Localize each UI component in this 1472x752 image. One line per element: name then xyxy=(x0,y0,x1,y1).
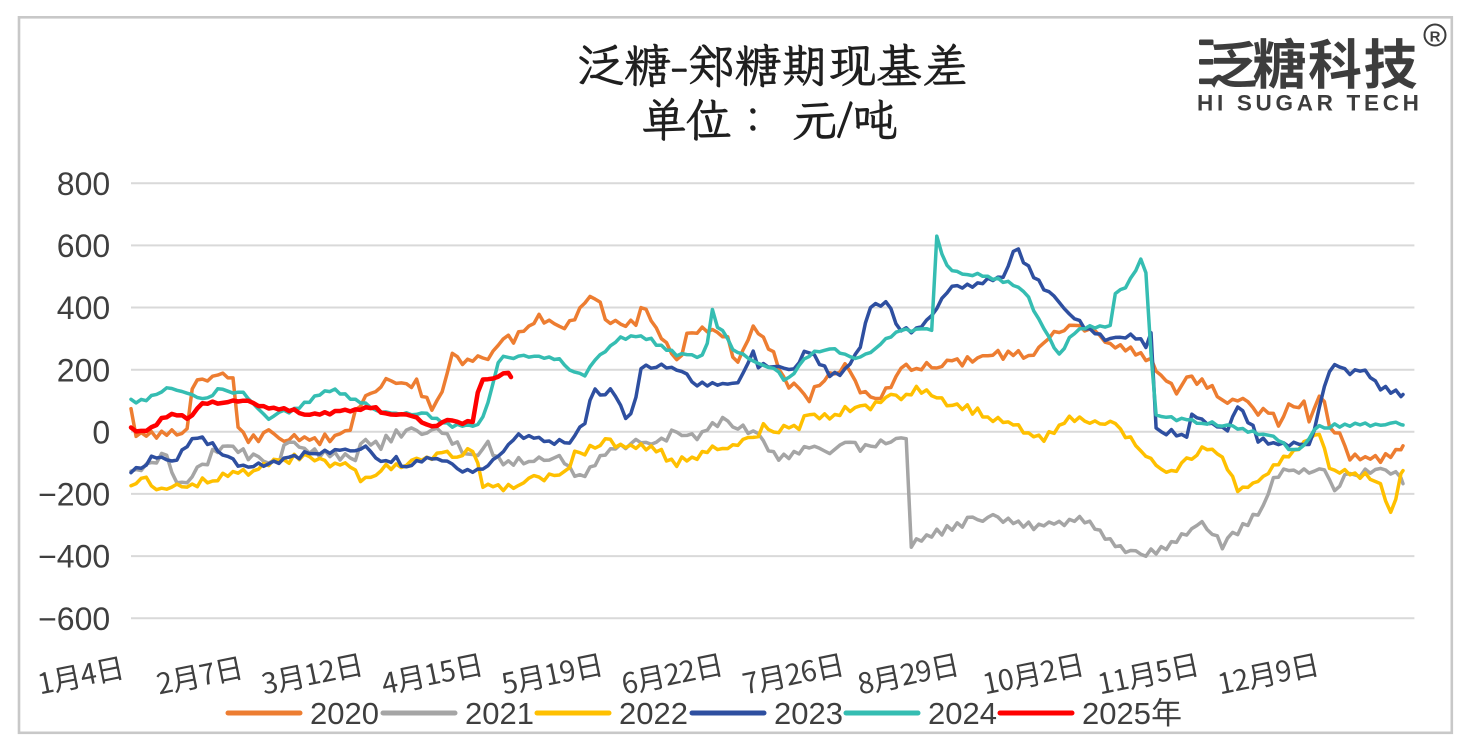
svg-text:2020: 2020 xyxy=(310,696,379,731)
svg-text:HI SUGAR TECH: HI SUGAR TECH xyxy=(1197,91,1423,116)
svg-text:200: 200 xyxy=(57,352,110,388)
svg-text:2024: 2024 xyxy=(928,696,997,731)
svg-text:−200: −200 xyxy=(38,477,110,513)
svg-text:2023: 2023 xyxy=(774,696,843,731)
svg-text:0: 0 xyxy=(92,414,110,450)
svg-text:600: 600 xyxy=(57,228,110,264)
svg-text:400: 400 xyxy=(57,290,110,326)
svg-text:2022: 2022 xyxy=(619,696,688,731)
svg-text:2021: 2021 xyxy=(465,696,534,731)
svg-text:800: 800 xyxy=(57,166,110,202)
svg-text:2025: 2025 xyxy=(1082,696,1151,731)
svg-text:R: R xyxy=(1430,29,1441,46)
svg-text:−400: −400 xyxy=(38,539,110,575)
svg-text:−600: −600 xyxy=(38,601,110,637)
